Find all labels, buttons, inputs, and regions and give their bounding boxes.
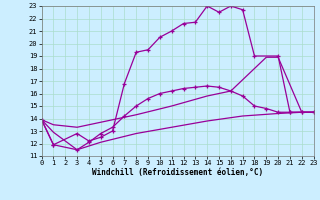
X-axis label: Windchill (Refroidissement éolien,°C): Windchill (Refroidissement éolien,°C) — [92, 168, 263, 177]
